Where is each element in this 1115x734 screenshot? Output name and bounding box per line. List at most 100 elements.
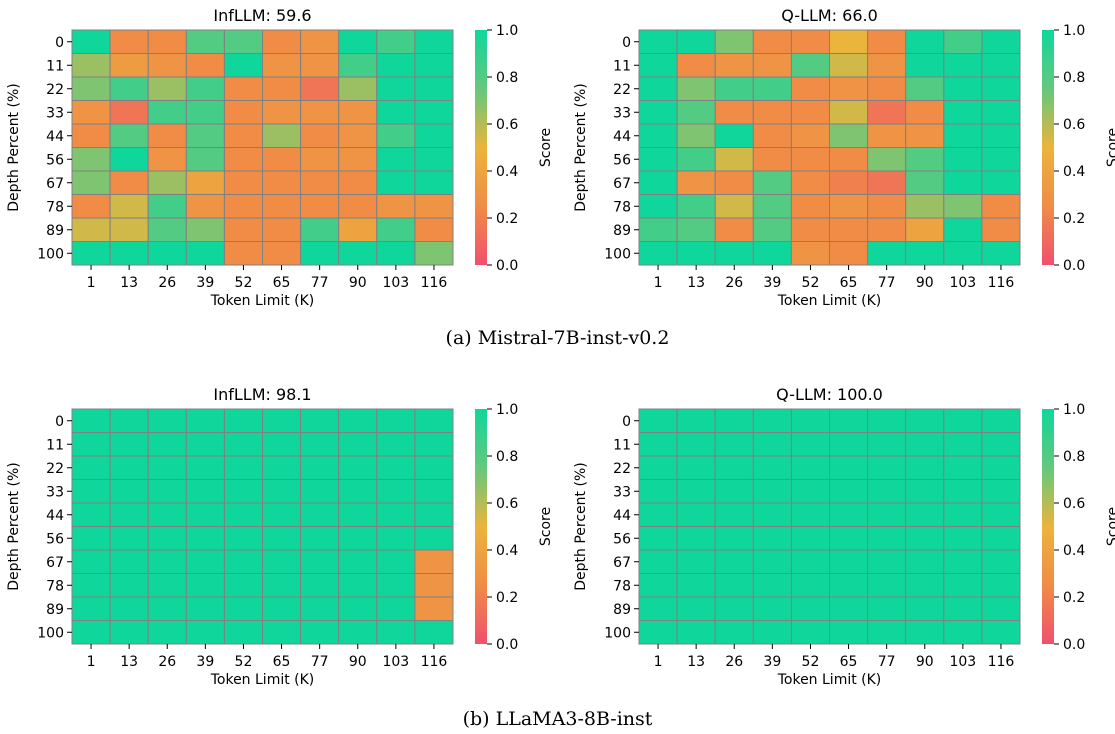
heatmap-cell	[714, 241, 754, 266]
caption-b: (b) LLaMA3-8B-inst	[462, 708, 653, 730]
colorbar-tick-label: 0.0	[496, 637, 518, 653]
heatmap-cell	[338, 408, 378, 433]
heatmap-cell	[262, 573, 302, 598]
heatmap-cell	[638, 76, 678, 101]
heatmap-cell	[338, 123, 378, 148]
heatmap-cell	[262, 170, 302, 195]
heatmap-cell	[714, 479, 754, 504]
heatmap-cell	[790, 596, 831, 621]
heatmap-cell	[338, 241, 378, 266]
heatmap-cell	[752, 596, 792, 621]
heatmap-cell	[71, 76, 111, 101]
heatmap-cell	[147, 432, 187, 457]
heatmap-cell	[223, 76, 263, 101]
heatmap-cell	[638, 502, 678, 527]
heatmap-cell	[338, 573, 378, 598]
heatmap-cell	[638, 432, 678, 457]
y-tick-label: 22	[46, 461, 64, 477]
heatmap-cell	[300, 147, 340, 172]
y-tick-label: 78	[613, 199, 631, 215]
x-tick-label: 1	[87, 654, 96, 670]
y-tick-label: 11	[613, 58, 631, 74]
y-tick-label: 67	[46, 176, 64, 192]
heatmap-cell	[414, 123, 454, 148]
heatmap-cell	[829, 408, 869, 433]
heatmap-cell	[829, 147, 869, 172]
heatmap-cell	[71, 620, 111, 645]
y-tick-label: 56	[613, 531, 631, 547]
heatmap-cell	[262, 29, 302, 54]
heatmap-cell	[147, 455, 187, 480]
heatmap-cell	[943, 455, 983, 480]
y-tick-label: 89	[613, 223, 631, 239]
heatmap-cell	[376, 53, 416, 78]
heatmap-cell	[223, 408, 263, 433]
x-tick-label: 77	[311, 275, 329, 291]
heatmap-cell	[790, 455, 831, 480]
heatmap-cell	[414, 408, 454, 433]
y-tick-label: 22	[46, 82, 64, 98]
heatmap-cell	[943, 479, 983, 504]
heatmap-cell	[147, 620, 187, 645]
heatmap-cell	[185, 620, 225, 645]
heatmap-cell	[147, 408, 187, 433]
heatmap-cell	[223, 620, 263, 645]
y-tick-label: 0	[622, 35, 631, 51]
heatmap-cell	[676, 620, 716, 645]
heatmap-cell	[338, 53, 378, 78]
heatmap-cell	[376, 241, 416, 266]
heatmap-cell	[109, 479, 149, 504]
y-tick-label: 67	[613, 176, 631, 192]
heatmap-cell	[414, 526, 454, 551]
heatmap-cell	[752, 479, 792, 504]
heatmap-cell	[867, 432, 907, 457]
heatmap-cell	[714, 502, 754, 527]
heatmap-cell	[676, 502, 716, 527]
y-tick-label: 44	[613, 129, 631, 145]
heatmap-cell	[752, 76, 792, 101]
heatmap-cell	[109, 549, 149, 574]
heatmap-cell	[790, 526, 831, 551]
heatmap-cell	[905, 194, 945, 219]
x-tick-label: 90	[916, 275, 934, 291]
heatmap-cell	[943, 573, 983, 598]
heatmap-cell	[262, 76, 302, 101]
heatmap-cell	[905, 241, 945, 266]
heatmap-cell	[147, 596, 187, 621]
heatmap-cell	[943, 147, 983, 172]
chart-title: Q-LLM: 66.0	[781, 6, 878, 25]
x-tick-label: 13	[687, 654, 705, 670]
heatmap-cell	[414, 596, 454, 621]
heatmap-cell	[71, 147, 111, 172]
heatmap-cell	[981, 573, 1021, 598]
heatmap-cell	[147, 549, 187, 574]
colorbar-tick-label: 1.0	[496, 23, 518, 39]
heatmap-cell	[905, 123, 945, 148]
y-tick-label: 56	[613, 152, 631, 168]
y-tick-label: 11	[46, 58, 64, 74]
heatmap-cell	[109, 147, 149, 172]
heatmap-cell	[981, 76, 1021, 101]
colorbar	[1042, 409, 1054, 644]
heatmap-cell	[338, 432, 378, 457]
heatmap-cell	[338, 76, 378, 101]
y-tick-label: 89	[613, 602, 631, 618]
heatmap-cell	[714, 29, 754, 54]
x-tick-label: 52	[235, 275, 253, 291]
heatmap-cell	[981, 549, 1021, 574]
heatmap-cell	[676, 194, 716, 219]
heatmap-cell	[262, 408, 302, 433]
heatmap-cell	[185, 573, 225, 598]
heatmap-cell	[638, 549, 678, 574]
heatmap-cell	[376, 432, 416, 457]
x-tick-label: 39	[196, 654, 214, 670]
heatmap-cell	[71, 53, 111, 78]
heatmap-cell	[109, 502, 149, 527]
heatmap-cell	[676, 455, 716, 480]
heatmap-cell	[638, 479, 678, 504]
heatmap-cell	[71, 123, 111, 148]
heatmap-cell	[829, 53, 869, 78]
heatmap-cell	[71, 502, 111, 527]
heatmap-cell	[300, 479, 340, 504]
heatmap-cell	[147, 76, 187, 101]
